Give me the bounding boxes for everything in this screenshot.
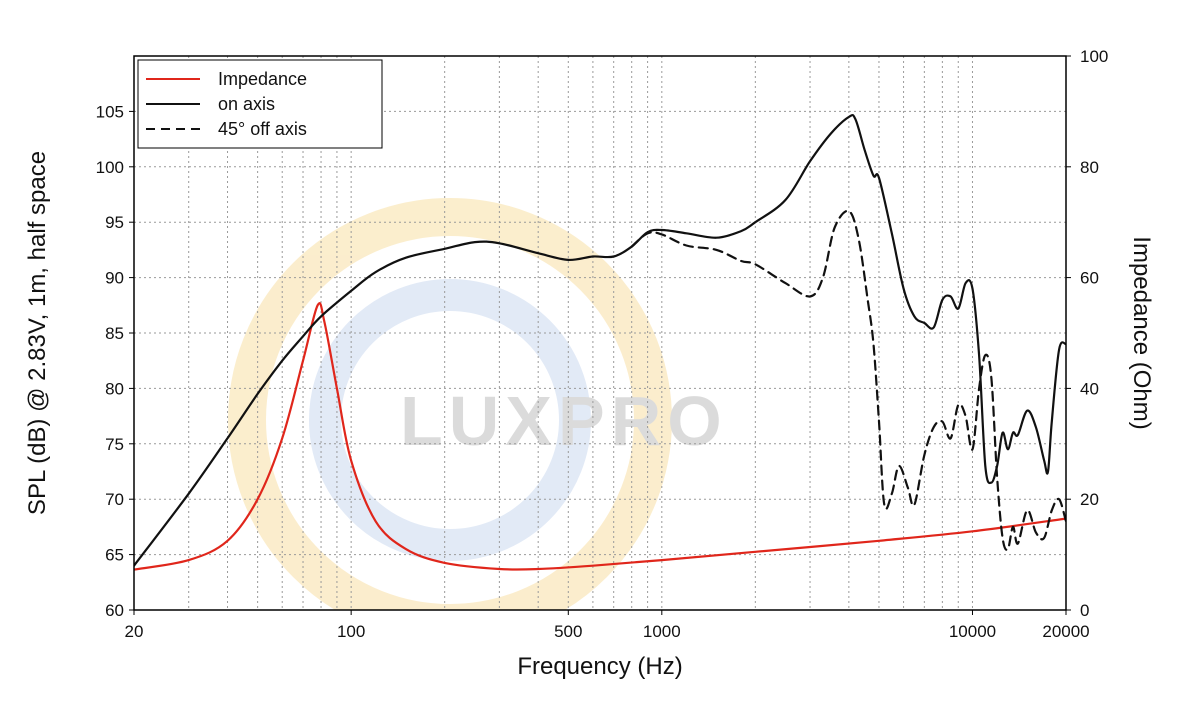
y2-tick-label: 80 bbox=[1080, 158, 1099, 177]
x-tick-label: 100 bbox=[337, 622, 365, 641]
x-axis-title: Frequency (Hz) bbox=[517, 653, 682, 680]
y-tick-label: 85 bbox=[105, 324, 124, 343]
y2-tick-label: 0 bbox=[1080, 601, 1089, 620]
series-line-45-off-axis bbox=[630, 209, 1066, 551]
y2-tick-label: 60 bbox=[1080, 269, 1099, 288]
y-tick-label: 80 bbox=[105, 379, 124, 398]
axis-ticks: 20 100 500 1000 10000 20000606570758085909510… bbox=[96, 47, 1109, 641]
y-tick-label: 65 bbox=[105, 546, 124, 565]
series-line-impedance bbox=[134, 302, 1066, 571]
legend-label-impedance: Impedance bbox=[218, 69, 307, 89]
series-line-on-axis bbox=[134, 113, 1066, 567]
y-tick-label: 70 bbox=[105, 490, 124, 509]
y-tick-label: 75 bbox=[105, 435, 124, 454]
y-axis-title: SPL (dB) @ 2.83V, 1m, half space bbox=[24, 151, 51, 515]
y-tick-label: 90 bbox=[105, 269, 124, 288]
x-tick-label: 10000 bbox=[949, 622, 996, 641]
x-tick-label: 1000 bbox=[643, 622, 681, 641]
y-tick-label: 60 bbox=[105, 601, 124, 620]
luxpro-watermark: LUXPRO bbox=[228, 198, 728, 610]
y2-tick-label: 20 bbox=[1080, 490, 1099, 509]
y-tick-label: 95 bbox=[105, 213, 124, 232]
y2-tick-label: 40 bbox=[1080, 379, 1099, 398]
x-tick-label: 20000 bbox=[1042, 622, 1089, 641]
legend: Impedance on axis 45° off axis bbox=[137, 59, 383, 149]
series-layer bbox=[134, 113, 1066, 571]
y-tick-label: 105 bbox=[96, 102, 124, 121]
y-tick-label: 100 bbox=[96, 158, 124, 177]
y2-axis-title: Impedance (Ohm) bbox=[1128, 236, 1155, 429]
x-tick-label: 500 bbox=[554, 622, 582, 641]
legend-label-off-axis: 45° off axis bbox=[218, 119, 307, 139]
y2-tick-label: 100 bbox=[1080, 47, 1108, 66]
watermark-text: LUXPRO bbox=[400, 382, 728, 460]
legend-label-on-axis: on axis bbox=[218, 94, 275, 114]
x-tick-label: 20 bbox=[125, 622, 144, 641]
